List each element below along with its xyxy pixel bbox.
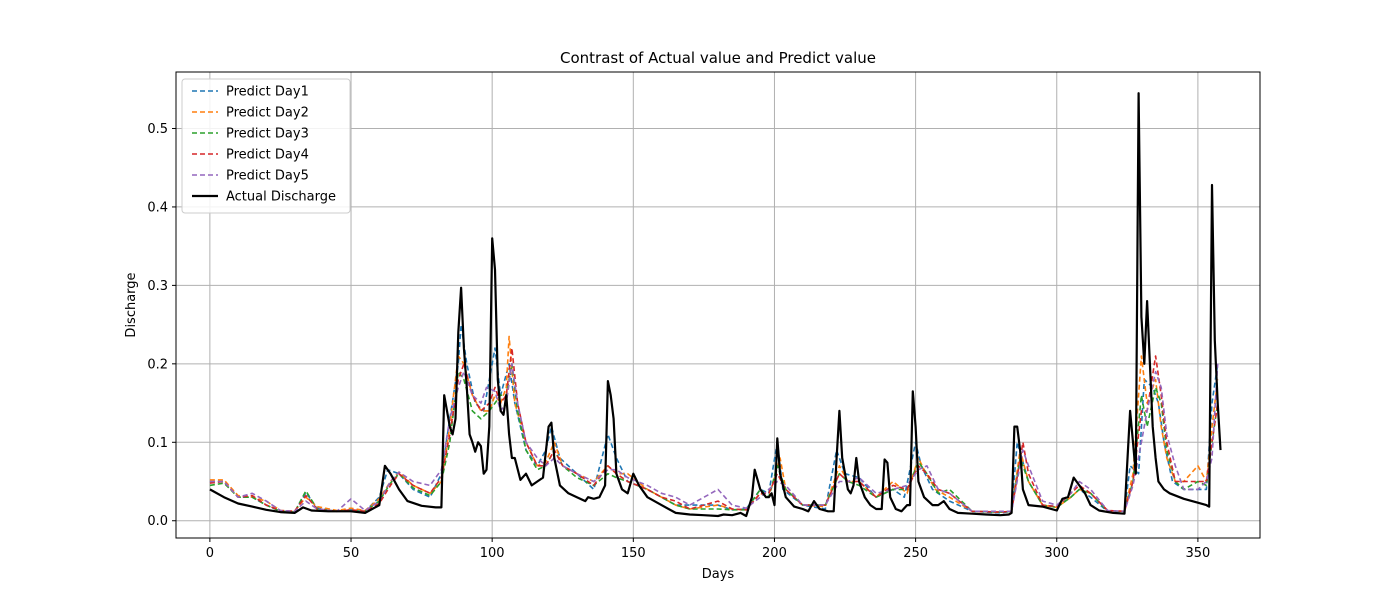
y-tick-label: 0.1 [147, 436, 168, 451]
x-tick-label: 300 [1044, 546, 1069, 561]
series-line-5 [209, 363, 1219, 513]
y-tick-label: 0.3 [147, 279, 168, 294]
y-tick-label: 0.5 [147, 122, 168, 137]
legend-entry: Predict Day3 [226, 127, 309, 142]
legend-entry: Actual Discharge [226, 190, 336, 205]
y-tick-label: 0.0 [147, 514, 168, 529]
series-line-6 [209, 92, 1222, 518]
x-tick-label: 100 [480, 546, 505, 561]
legend-entry: Predict Day5 [226, 169, 309, 184]
x-tick-label: 150 [621, 546, 646, 561]
legend-box [181, 78, 351, 214]
legend-entry: Predict Day2 [226, 106, 309, 121]
y-tick-label: 0.2 [147, 357, 168, 372]
x-tick-label: 200 [762, 546, 787, 561]
plot-frame [175, 71, 1261, 539]
series-line-3 [209, 363, 1219, 513]
x-tick-label: 50 [343, 546, 360, 561]
legend: Predict Day1 Predict Day2 Predict Day3 Pred… [181, 78, 351, 214]
series-line-2 [209, 335, 1219, 513]
x-tick-label: 250 [903, 546, 928, 561]
x-axis: 0 50 100 150 200 250 300 350 [206, 538, 1210, 561]
chart-title: Contrast of Actual value and Predict val… [560, 49, 876, 67]
legend-entry: Predict Day1 [226, 85, 309, 100]
series-line-1 [209, 323, 1219, 514]
y-axis-label: Discharge [124, 272, 139, 337]
x-axis-label: Days [702, 567, 735, 582]
y-axis: 0.0 0.1 0.2 0.3 0.4 0.5 [147, 122, 176, 529]
legend-entry: Predict Day4 [226, 148, 309, 163]
y-tick-label: 0.4 [147, 200, 168, 215]
series-line-4 [209, 347, 1219, 513]
series-lines [209, 92, 1222, 518]
x-tick-label: 350 [1185, 546, 1210, 561]
x-tick-label: 0 [206, 546, 214, 561]
grid [176, 72, 1260, 538]
